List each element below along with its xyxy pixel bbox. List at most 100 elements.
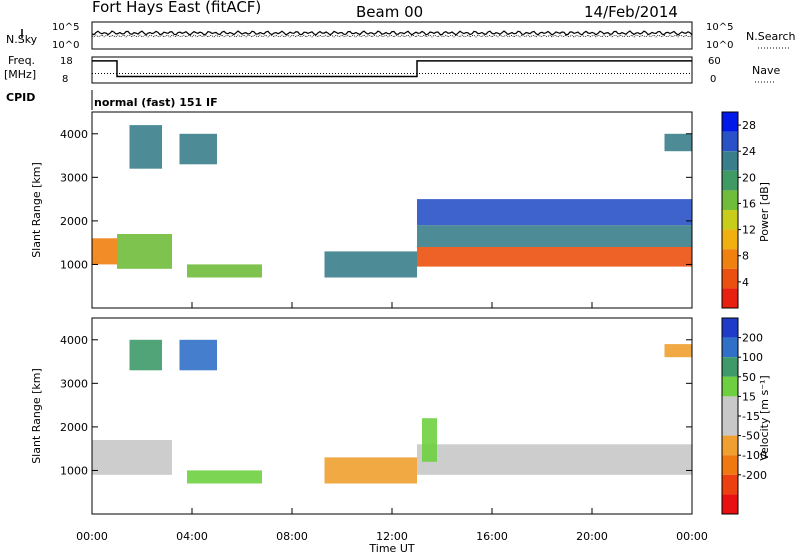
noise-sky-trace xyxy=(91,30,693,36)
colorbar-segment-2 xyxy=(722,357,738,377)
power-data-layer xyxy=(92,125,692,278)
power-region-0 xyxy=(92,238,117,265)
noise-right-tick-top: 10^5 xyxy=(706,22,733,33)
velocity-region-5 xyxy=(179,339,217,371)
colorbar-segment-8 xyxy=(722,268,738,289)
xtick-label-1: 04:00 xyxy=(176,530,208,543)
colorbar-segment-6 xyxy=(722,229,738,250)
velocity-ylabel: Slant Range [km] xyxy=(30,368,43,464)
ytick-label-1000: 1000 xyxy=(60,258,88,271)
velocity-region-2 xyxy=(324,457,417,484)
velocity-region-1 xyxy=(187,470,262,484)
colorbar-segment-0 xyxy=(722,318,738,338)
power-colorbar-label: Power [dB] xyxy=(758,182,771,242)
ytick-label-3000: 3000 xyxy=(60,171,88,184)
noise-left-tick-top: 10^5 xyxy=(52,22,79,33)
velocity-colorbar-label: Velocity [m s⁻¹] xyxy=(758,375,771,460)
colorbar-segment-4 xyxy=(722,190,738,210)
velocity-region-0 xyxy=(92,440,172,475)
power-region-7 xyxy=(417,225,692,247)
colorbar-tick-label-5: -50 xyxy=(742,430,760,443)
colorbar-segment-9 xyxy=(722,494,738,514)
xtick-label-2: 08:00 xyxy=(276,530,308,543)
freq-label-line1: Freq. xyxy=(8,54,35,67)
freq-panel-frame xyxy=(91,56,693,84)
colorbar-tick-label-6: -100 xyxy=(742,449,767,462)
colorbar-segment-8 xyxy=(722,474,738,495)
noise-traces xyxy=(91,30,693,38)
power-ylabel: Slant Range [km] xyxy=(30,162,43,258)
xtick-label-5: 20:00 xyxy=(576,530,608,543)
power-colorbar: 4 8 12 16 20 24 28 xyxy=(721,111,756,309)
time-axis-label: Time UT xyxy=(368,542,414,554)
nave-tick-top: 60 xyxy=(708,56,721,67)
power-region-5 xyxy=(324,251,417,278)
velocity-region-6 xyxy=(422,418,437,462)
colorbar-frame xyxy=(721,111,739,309)
freq-tick-top: 18 xyxy=(60,56,73,67)
time-axis-ticks: 00:00 04:00 08:00 12:00 16:00 20:00 00:00 xyxy=(76,302,708,543)
power-region-9 xyxy=(664,133,692,152)
ytick-label-3000: 3000 xyxy=(60,377,88,390)
xtick-label-0: 00:00 xyxy=(76,530,108,543)
noise-right-tick-bottom: 10^0 xyxy=(706,40,733,51)
freq-label-line2: [MHz] xyxy=(4,68,36,81)
colorbar-segment-2 xyxy=(722,151,738,171)
ytick-label-4000: 4000 xyxy=(60,128,88,141)
colorbar-segment-7 xyxy=(722,249,738,269)
velocity-region-7 xyxy=(664,344,692,358)
power-region-8 xyxy=(417,199,692,226)
power-yticks: 1000 2000 3000 4000 xyxy=(60,128,692,271)
colorbar-segment-5 xyxy=(722,416,738,436)
cpid-label: CPID xyxy=(6,91,35,104)
colorbar-tick-label-3: 15 xyxy=(742,390,756,403)
ytick-label-2000: 2000 xyxy=(60,421,88,434)
noise-left-tick-bottom: 10^0 xyxy=(52,40,79,51)
colorbar-tick-label-2: 12 xyxy=(742,224,756,237)
colorbar-tick-label-3: 16 xyxy=(742,197,756,210)
nave-tick-bottom: 0 xyxy=(710,74,716,85)
velocity-yticks: 1000 2000 3000 4000 xyxy=(60,334,692,477)
xtick-label-4: 16:00 xyxy=(476,530,508,543)
xtick-label-6: 00:00 xyxy=(676,530,708,543)
colorbar-tick-label-7: -200 xyxy=(742,469,767,482)
velocity-colorbar: 200 100 50 15 -15 -50 -100 -200 xyxy=(721,317,767,515)
cpid-mode-text: normal (fast) 151 IF xyxy=(94,96,218,109)
colorbar-segment-0 xyxy=(722,112,738,132)
colorbar-segment-1 xyxy=(722,131,738,152)
freq-tick-bottom: 8 xyxy=(62,74,68,85)
velocity-data-layer xyxy=(92,339,692,484)
ytick-label-1000: 1000 xyxy=(60,464,88,477)
colorbar-tick-label-4: -15 xyxy=(742,410,760,423)
colorbar-tick-label-0: 4 xyxy=(742,276,749,289)
velocity-region-3 xyxy=(417,444,692,475)
noise-left-label: N.Sky xyxy=(6,33,38,46)
power-region-6 xyxy=(417,247,692,267)
ytick-label-4000: 4000 xyxy=(60,334,88,347)
colorbar-tick-label-5: 24 xyxy=(742,145,756,158)
frequency-line xyxy=(92,60,692,78)
colorbar-segment-3 xyxy=(722,170,738,191)
colorbar-tick-label-2: 50 xyxy=(742,371,756,384)
colorbar-segment-9 xyxy=(722,288,738,308)
colorbar-segment-6 xyxy=(722,435,738,456)
power-region-4 xyxy=(179,133,217,165)
noise-right-label: N.Search xyxy=(746,30,796,43)
colorbar-segment-5 xyxy=(722,210,738,230)
beam-title: Beam 00 xyxy=(356,3,423,21)
noise-search-trace xyxy=(91,34,693,38)
colorbar-tick-label-0: 200 xyxy=(742,332,763,345)
xtick-label-3: 12:00 xyxy=(376,530,408,543)
colorbar-tick-label-1: 8 xyxy=(742,250,749,263)
date-title: 14/Feb/2014 xyxy=(584,3,678,21)
colorbar-segment-3 xyxy=(722,376,738,397)
power-region-2 xyxy=(129,125,162,169)
colorbar-segment-7 xyxy=(722,455,738,475)
colorbar-tick-label-4: 20 xyxy=(742,171,756,184)
colorbar-tick-label-6: 28 xyxy=(742,119,756,132)
velocity-region-4 xyxy=(129,339,162,371)
ytick-label-2000: 2000 xyxy=(60,215,88,228)
colorbar-tick-label-1: 100 xyxy=(742,351,763,364)
